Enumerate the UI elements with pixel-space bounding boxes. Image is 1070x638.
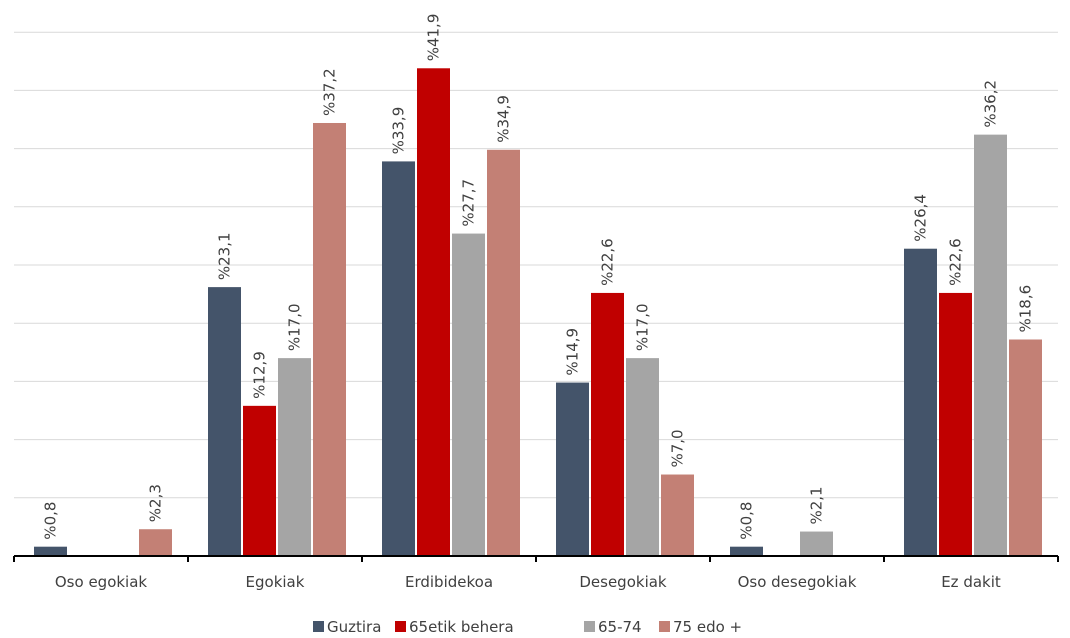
legend-swatch [313,621,324,632]
data-label-65etik-behera-egokiak: %12,9 [251,351,269,399]
bar-guztira-egokiak [208,287,241,556]
bar-65-74-ez-dakit [974,134,1007,556]
data-label-65etik-behera-ez-dakit: %22,6 [947,238,965,286]
x-tick-label-egokiak: Egokiak [246,573,305,591]
data-label-guztira-desegokiak: %14,9 [564,328,582,376]
legend-item-65-74: 65-74 [584,618,642,636]
data-label-65-74-oso-desegokiak: %2,1 [808,486,826,524]
bar-65-74-erdibidekoa [452,233,485,556]
bar-guztira-ez-dakit [904,248,937,557]
legend-label: 65etik behera [409,618,514,636]
data-label-75-edo-egokiak: %37,2 [321,68,339,116]
bar-guztira-oso-desegokiak [730,546,763,556]
data-label-65etik-behera-desegokiak: %22,6 [599,238,617,286]
bar-guztira-desegokiak [556,382,589,556]
legend-item-65etik-behera: 65etik behera [395,618,514,636]
legend-label: Guztira [327,618,381,636]
legend-swatch [395,621,406,632]
legend-swatch [659,621,670,632]
data-label-guztira-ez-dakit: %26,4 [912,194,930,242]
bar-75-edo-oso-egokiak [139,529,172,556]
bar-65etik-behera-ez-dakit [939,292,972,556]
bar-75-edo-desegokiak [661,474,694,556]
data-label-65-74-desegokiak: %17,0 [634,303,652,351]
bar-75-edo-egokiak [313,122,346,556]
bar-65etik-behera-egokiak [243,405,276,556]
x-tick-label-erdibidekoa: Erdibidekoa [405,573,493,591]
legend-item-guztira: Guztira [313,618,381,636]
gridlines [14,31,1058,499]
data-label-65-74-ez-dakit: %36,2 [982,80,1000,128]
bar-guztira-oso-egokiak [34,546,67,556]
bar-65etik-behera-desegokiak [591,292,624,556]
bar-guztira-erdibidekoa [382,161,415,557]
data-labels: %0,8 %2,3 %23,1 %12,9 %17,0 %37,2 %33,9 %41,9 %2… [42,14,1035,540]
data-label-75-edo-oso-egokiak: %2,3 [147,484,165,522]
legend: Guztira 65etik behera 65-74 75 edo + [313,618,742,636]
data-label-65etik-behera-erdibidekoa: %41,9 [425,14,443,62]
x-tick-label-oso-desegokiak: Oso desegokiak [738,573,857,591]
x-tick-label-oso-egokiak: Oso egokiak [55,573,148,591]
bar-65-74-oso-desegokiak [800,531,833,556]
legend-item-75-edo: 75 edo + [659,618,742,636]
data-label-75-edo-erdibidekoa: %34,9 [495,95,513,143]
bars [34,68,1042,557]
data-label-75-edo-ez-dakit: %18,6 [1017,285,1035,333]
data-label-guztira-erdibidekoa: %33,9 [390,107,408,155]
bar-65etik-behera-erdibidekoa [417,68,450,556]
data-label-guztira-oso-egokiak: %0,8 [42,502,60,540]
bar-75-edo-ez-dakit [1009,339,1042,556]
bar-75-edo-erdibidekoa [487,149,520,556]
x-tick-label-ez-dakit: Ez dakit [941,573,1001,591]
legend-swatch [584,621,595,632]
bar-65-74-desegokiak [626,358,659,556]
data-label-guztira-oso-desegokiak: %0,8 [738,502,756,540]
data-label-guztira-egokiak: %23,1 [216,232,234,280]
data-label-65-74-egokiak: %17,0 [286,303,304,351]
data-label-75-edo-desegokiak: %7,0 [669,429,687,467]
legend-label: 65-74 [598,618,642,636]
x-tick-label-desegokiak: Desegokiak [579,573,667,591]
legend-label: 75 edo + [673,618,742,636]
bar-65-74-egokiak [278,358,311,556]
x-axis: Oso egokiak Egokiak Erdibidekoa Desegokiak O… [13,555,1059,591]
data-label-65-74-erdibidekoa: %27,7 [460,179,478,227]
